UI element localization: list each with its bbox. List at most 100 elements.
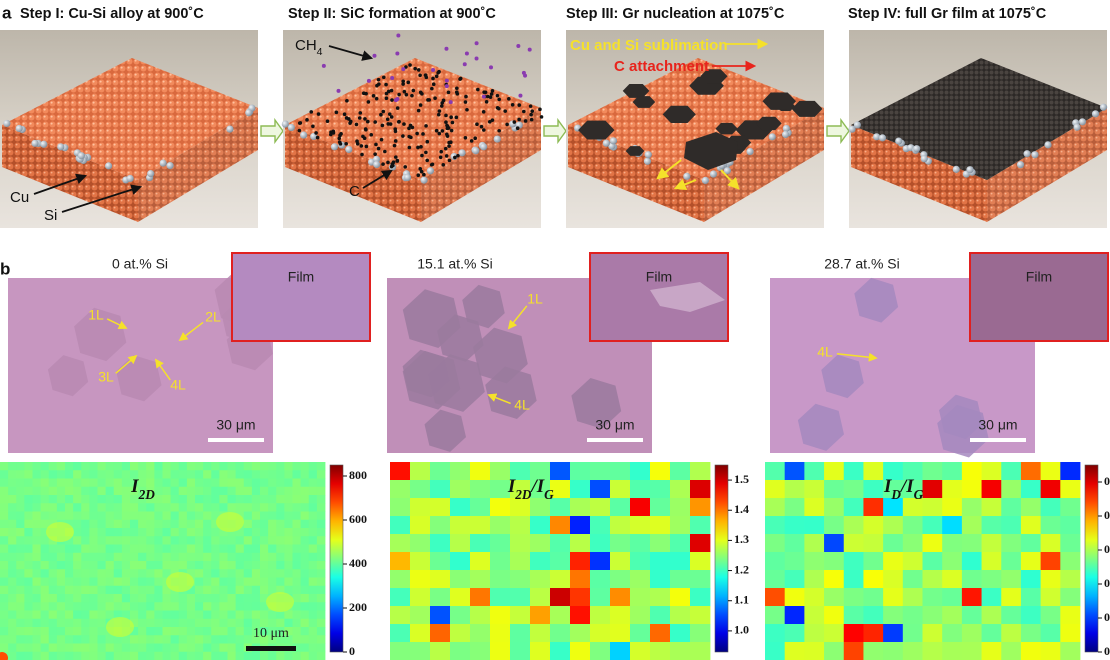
map-cell <box>56 495 66 504</box>
carbon-atom <box>420 153 424 158</box>
map-cell <box>121 594 131 603</box>
map-cell <box>981 462 1002 481</box>
map-cell <box>284 536 293 545</box>
map-cell <box>16 569 25 578</box>
map-cell <box>316 577 326 587</box>
step-title: Step I: Cu-Si alloy at 900˚C <box>20 6 204 22</box>
map-cell <box>89 577 98 587</box>
carbon-atom <box>410 125 415 130</box>
map-cell <box>300 585 310 595</box>
map-cell <box>268 519 277 529</box>
map-cell <box>73 585 82 595</box>
map-cell <box>8 528 17 537</box>
colorbar-tick-label: 0.00 <box>1104 644 1110 658</box>
map-cell <box>65 627 74 636</box>
map-cell <box>843 498 864 517</box>
map-cell <box>195 577 204 587</box>
map-cell <box>195 635 204 644</box>
scale-bar-label: 30 μm <box>216 417 255 433</box>
map-cell <box>243 618 253 628</box>
layer-arrow <box>115 354 138 374</box>
map-cell <box>65 585 74 595</box>
colorbar-tick-label: 1.1 <box>734 592 749 606</box>
map-cell <box>227 602 237 611</box>
map-cell <box>105 552 115 562</box>
map-cell <box>284 478 293 488</box>
map-cell <box>530 498 551 517</box>
map-cell <box>146 594 155 603</box>
carbon-atom <box>377 82 381 86</box>
map-cell <box>170 470 180 479</box>
carbon-atom <box>325 119 330 124</box>
map-cell <box>883 642 904 660</box>
map-cell <box>1001 480 1022 499</box>
graphene-domain <box>854 277 899 323</box>
map-cell <box>89 594 98 603</box>
map-cell <box>8 569 17 578</box>
carbon-atom <box>393 139 398 143</box>
map-cell <box>260 602 269 611</box>
map-cell <box>316 561 326 570</box>
map-cell <box>48 478 58 488</box>
colorbar <box>714 464 729 653</box>
carbon-atom <box>380 123 385 128</box>
map-cell <box>162 651 172 660</box>
map-cell <box>40 486 50 496</box>
map-cell <box>570 498 591 517</box>
carbon-atom <box>446 90 451 95</box>
map-cell <box>186 519 196 529</box>
map-cell <box>243 602 253 611</box>
carbon-atom <box>403 165 408 169</box>
text-part: /I <box>899 476 914 497</box>
carbon-atom <box>395 159 400 163</box>
map-cell <box>56 561 66 570</box>
map-cell <box>113 519 123 529</box>
map-cell <box>211 635 220 644</box>
map-cell <box>130 511 139 521</box>
map-cell <box>670 516 691 535</box>
map-cell <box>203 602 212 611</box>
map-cell <box>510 606 531 625</box>
map-cell <box>40 561 50 570</box>
map-cell <box>178 495 188 504</box>
map-cell <box>981 534 1002 553</box>
map-cell <box>0 528 9 537</box>
map-cell <box>922 516 943 535</box>
map-cell <box>162 495 172 504</box>
map-cell <box>97 585 107 595</box>
carbon-atom <box>364 144 369 149</box>
map-cell <box>883 624 904 643</box>
map-cell <box>219 478 228 488</box>
map-cell <box>390 516 411 535</box>
carbon-atom <box>473 136 478 141</box>
map-cell <box>0 478 9 488</box>
map-cell <box>670 534 691 553</box>
map-cell <box>292 602 302 611</box>
methane <box>448 100 453 105</box>
map-cell <box>292 577 302 587</box>
map-cell <box>186 511 196 521</box>
si-atom <box>330 143 339 151</box>
map-cell <box>843 534 864 553</box>
carbon-atom <box>401 134 405 138</box>
map-cell <box>186 528 196 537</box>
map-cell <box>308 585 318 595</box>
map-cell <box>154 528 163 537</box>
carbon-atom <box>331 131 336 135</box>
map-cell <box>81 495 90 504</box>
graphene-island <box>755 116 782 131</box>
map-cell <box>902 642 923 660</box>
map-cell <box>24 552 33 562</box>
carbon-atom <box>311 124 315 129</box>
map-cell <box>292 561 302 570</box>
map-cell <box>300 627 310 636</box>
map-cell <box>130 643 139 653</box>
map-cell <box>570 516 591 535</box>
map-cell <box>203 635 212 644</box>
methane <box>336 88 341 93</box>
graphene-island <box>791 100 823 117</box>
scale-bar-label: 10 μm <box>253 626 289 641</box>
map-cell <box>178 478 188 488</box>
map-cell <box>146 544 155 554</box>
map-spot <box>0 652 8 660</box>
